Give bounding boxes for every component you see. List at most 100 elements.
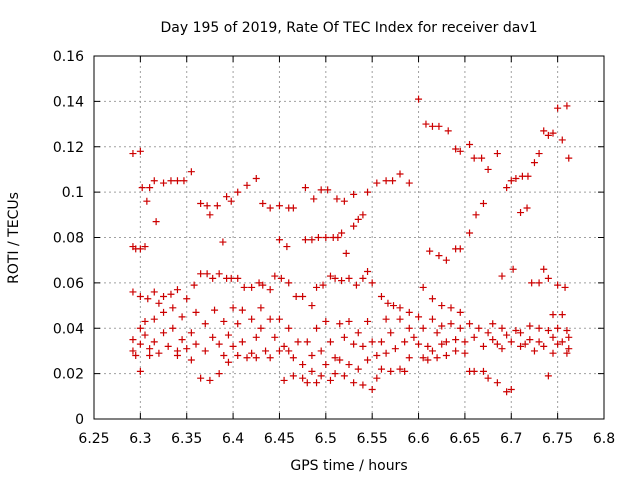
data-point — [503, 331, 511, 339]
data-point — [220, 351, 228, 359]
data-point — [565, 333, 573, 341]
data-point — [447, 304, 455, 312]
data-point — [544, 372, 552, 380]
data-point — [322, 317, 330, 325]
data-point — [359, 342, 367, 350]
data-point — [146, 184, 154, 192]
data-point — [435, 252, 443, 260]
data-point — [275, 347, 283, 355]
data-point — [549, 333, 557, 341]
data-point — [292, 292, 300, 300]
data-point — [248, 283, 256, 291]
data-point — [391, 345, 399, 353]
data-point — [438, 322, 446, 330]
data-point — [129, 336, 137, 344]
data-point — [234, 274, 242, 282]
data-point — [345, 317, 353, 325]
data-point — [419, 354, 427, 362]
x-tick-label: 6.8 — [593, 431, 615, 447]
data-point — [136, 324, 144, 332]
data-point — [173, 351, 181, 359]
data-point — [229, 342, 237, 350]
data-point — [136, 292, 144, 300]
data-point — [340, 333, 348, 341]
data-point — [373, 179, 381, 187]
data-point — [498, 345, 506, 353]
data-point — [331, 370, 339, 378]
data-point — [326, 272, 334, 280]
data-point — [340, 372, 348, 380]
data-point — [489, 320, 497, 328]
data-point — [523, 204, 531, 212]
data-point — [243, 181, 251, 189]
data-point — [424, 342, 432, 350]
data-point — [234, 351, 242, 359]
data-point — [390, 302, 398, 310]
data-point — [331, 354, 339, 362]
data-point — [428, 347, 436, 355]
data-point — [530, 347, 538, 355]
x-tick-label: 6.4 — [222, 431, 244, 447]
data-point — [324, 186, 332, 194]
data-point — [354, 365, 362, 373]
data-point — [223, 193, 231, 201]
data-point — [144, 295, 152, 303]
data-point — [350, 340, 358, 348]
data-point — [252, 354, 260, 362]
data-point — [160, 179, 168, 187]
x-tick-labels: 6.25 6.3 6.35 6.4 6.45 6.5 6.55 6.6 6.65 6.7 6.75 6… — [78, 431, 615, 447]
data-point — [540, 342, 548, 350]
data-point — [517, 329, 525, 337]
data-point — [336, 320, 344, 328]
data-point — [452, 347, 460, 355]
data-point — [275, 202, 283, 210]
x-tick-label: 6.55 — [357, 431, 388, 447]
x-tick-label: 6.6 — [407, 431, 429, 447]
data-point — [368, 386, 376, 394]
data-point — [289, 372, 297, 380]
data-point — [209, 333, 217, 341]
data-point — [303, 379, 311, 387]
data-point — [521, 340, 529, 348]
data-point — [387, 367, 395, 375]
data-point — [183, 295, 191, 303]
data-point — [419, 324, 427, 332]
data-point — [331, 274, 339, 282]
data-point — [190, 281, 198, 289]
data-point — [535, 324, 543, 332]
data-point — [141, 317, 149, 325]
data-point — [540, 265, 548, 273]
x-tick-label: 6.25 — [78, 431, 109, 447]
data-point — [479, 342, 487, 350]
data-point — [498, 272, 506, 280]
data-point — [129, 150, 137, 158]
data-point — [484, 165, 492, 173]
data-point — [563, 102, 571, 110]
data-point — [373, 374, 381, 382]
x-tick-label: 6.35 — [171, 431, 202, 447]
data-point — [526, 322, 534, 330]
data-point — [558, 311, 566, 319]
data-point — [169, 324, 177, 332]
data-point — [234, 188, 242, 196]
data-point — [266, 315, 274, 323]
data-point — [289, 204, 297, 212]
data-point — [345, 274, 353, 282]
y-axis-label: ROTI / TECUs — [6, 192, 22, 284]
data-point — [303, 338, 311, 346]
data-point — [155, 299, 163, 307]
data-point — [433, 354, 441, 362]
data-point — [203, 202, 211, 210]
data-point — [234, 320, 242, 328]
data-point — [317, 347, 325, 355]
data-point — [238, 306, 246, 314]
data-point — [285, 324, 293, 332]
data-point — [359, 381, 367, 389]
data-point — [213, 202, 221, 210]
data-point — [345, 361, 353, 369]
data-point — [517, 209, 525, 217]
data-point — [415, 95, 423, 103]
data-point — [262, 347, 270, 355]
data-point — [535, 338, 543, 346]
